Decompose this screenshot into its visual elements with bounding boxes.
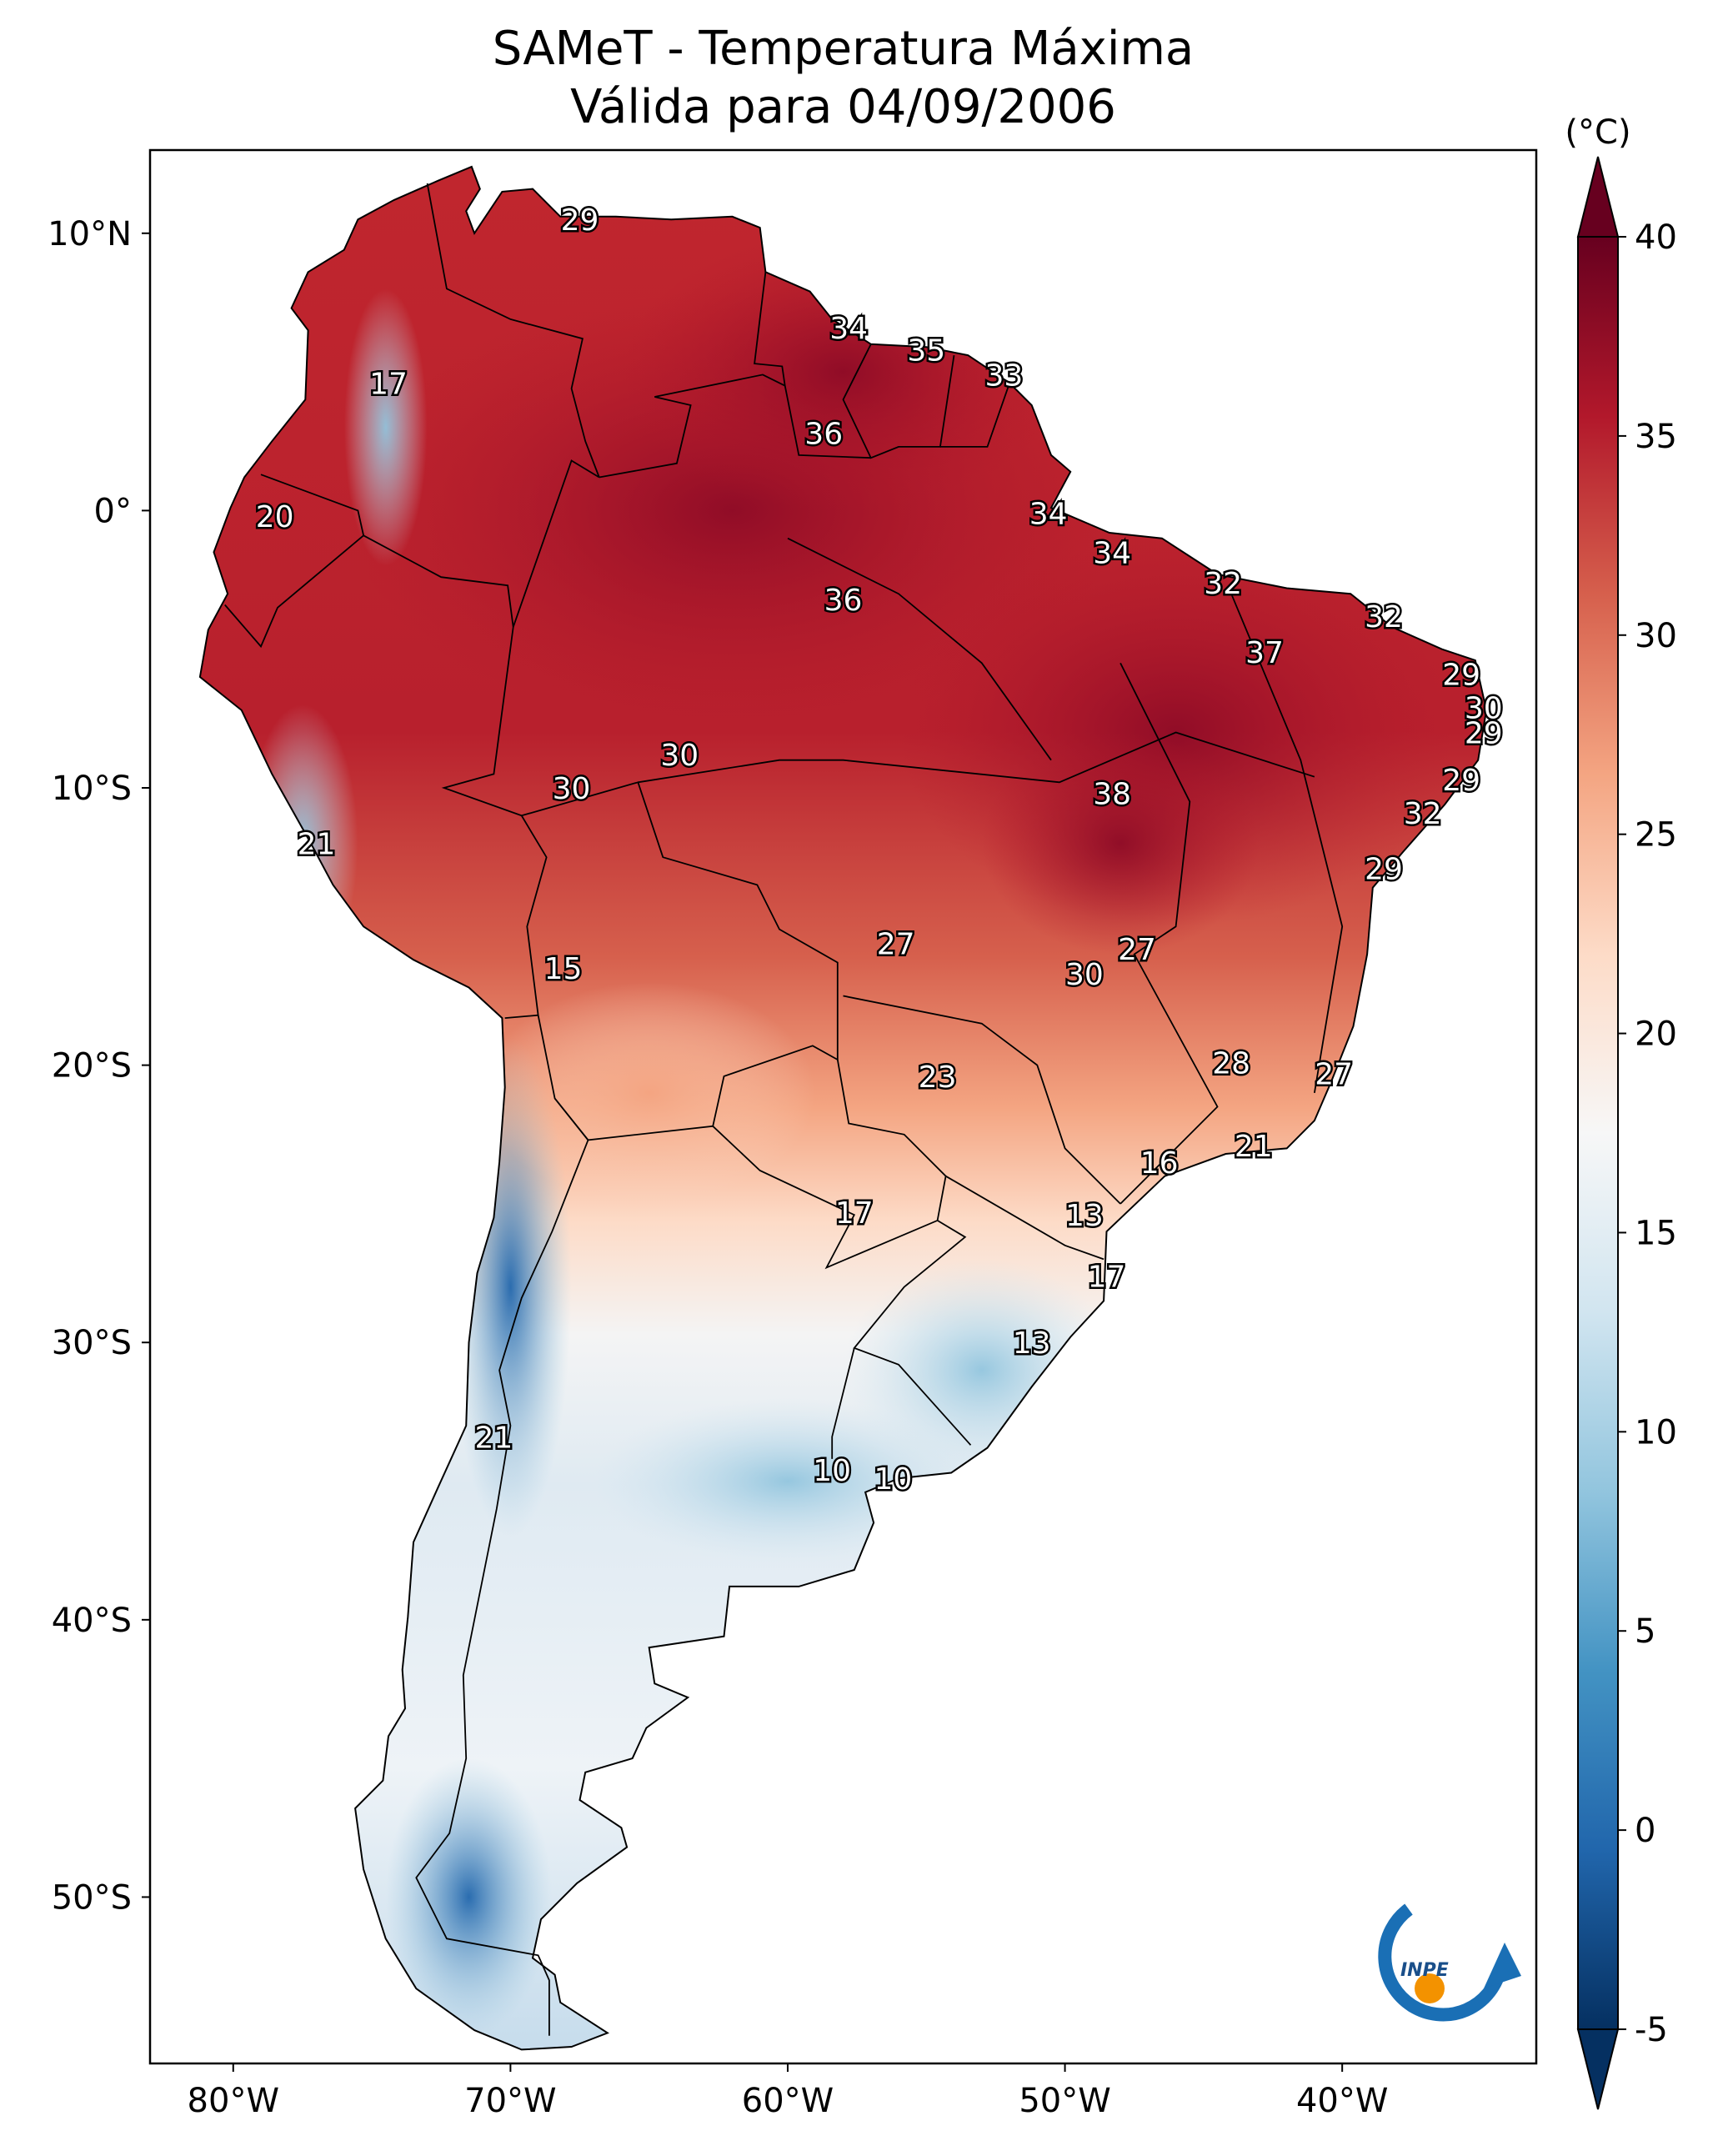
cool-region-pampas — [594, 1397, 982, 1565]
temperature-label: 20 — [256, 500, 294, 534]
colorbar-tick-label: 40 — [1635, 218, 1677, 257]
inpe-logo-icon: INPE — [1378, 1903, 1521, 2022]
colorbar-tick-label: 5 — [1635, 1612, 1655, 1651]
temperature-label: 30 — [1065, 958, 1104, 992]
border-line — [1230, 593, 1344, 1094]
colorbar-tick-label: 15 — [1635, 1214, 1677, 1252]
country-borders — [224, 183, 1344, 2036]
colorbar-tick-label: 25 — [1635, 816, 1677, 855]
hot-region-tocantins — [981, 732, 1260, 955]
cool-region-colombian-andes — [343, 288, 428, 566]
lon-tick-label: 60°W — [742, 2082, 834, 2120]
coastline — [198, 165, 1488, 2051]
colorbar-tick-label: 10 — [1635, 1413, 1677, 1452]
temperature-label: 16 — [1140, 1146, 1179, 1181]
border-line — [945, 1175, 1104, 1261]
border-line — [363, 534, 548, 1019]
colorbar-unit-label: (°C) — [1565, 113, 1630, 152]
temperature-label: 29 — [561, 203, 599, 238]
temperature-label: 38 — [1093, 778, 1131, 812]
temperature-label: 10 — [813, 1454, 851, 1488]
border-line — [843, 995, 1121, 1205]
lat-tick-label: 10°N — [48, 215, 132, 253]
lat-tick-label: 50°S — [52, 1878, 132, 1917]
lat-tick-label: 10°S — [52, 770, 132, 808]
border-line — [939, 383, 1010, 448]
lon-tick-label: 80°W — [188, 2082, 279, 2120]
map-frame — [148, 148, 1538, 2065]
temperature-label: 29 — [1442, 764, 1480, 798]
colorbar-tick-label: 30 — [1635, 617, 1677, 655]
temperature-label: 27 — [1315, 1058, 1353, 1092]
temperature-label: 34 — [1093, 536, 1131, 570]
colorbar-tick-label: 20 — [1635, 1015, 1677, 1054]
inpe-logo-text: INPE — [1400, 1960, 1449, 1981]
temperature-label: 29 — [1365, 852, 1403, 886]
border-line — [1119, 662, 1219, 1205]
temperature-label: 21 — [475, 1421, 513, 1455]
border-line — [842, 343, 955, 459]
temperature-label: 28 — [1212, 1046, 1250, 1081]
map-subtitle: Válida para 04/09/2006 — [570, 80, 1116, 134]
temperature-label: 36 — [804, 417, 843, 451]
warm-region-chaco — [483, 981, 816, 1204]
temperature-label: 21 — [298, 828, 336, 862]
temperature-label: 10 — [874, 1462, 912, 1497]
cold-region-patagonia — [385, 1758, 553, 2036]
border-line — [512, 459, 600, 628]
border-line — [638, 731, 1315, 784]
border-line — [787, 537, 1052, 761]
temperature-label: 13 — [1065, 1199, 1104, 1233]
lat-tick-label: 30°S — [52, 1324, 132, 1362]
colorbar-tick-label: 0 — [1635, 1812, 1655, 1850]
temperature-label: 30 — [660, 739, 699, 773]
colorbar-gradient — [1578, 237, 1618, 2029]
border-line — [754, 272, 871, 459]
border-line — [831, 1347, 855, 1459]
temperature-label: 29 — [1465, 716, 1503, 750]
temperature-label: 32 — [1404, 797, 1442, 831]
lon-tick-label: 50°W — [1019, 2082, 1110, 2120]
colorbar-min-extension — [1576, 2028, 1620, 2110]
temperature-label: 37 — [1245, 636, 1284, 670]
colorbar-tick-label: -5 — [1635, 2011, 1668, 2049]
colorbar-tick-label: 35 — [1635, 418, 1677, 456]
lon-tick-label: 40°W — [1296, 2082, 1388, 2120]
lat-tick-label: 40°S — [52, 1602, 132, 1640]
colorbar: 40 35 30 25 20 15 10 5 0 -5 — [1576, 156, 1677, 2110]
lat-tick-label: 20°S — [52, 1047, 132, 1086]
temperature-label: 23 — [919, 1060, 957, 1095]
temperature-label: 36 — [824, 584, 863, 618]
colorbar-max-extension — [1576, 156, 1620, 238]
temperature-label: 30 — [553, 772, 591, 806]
temperature-label: 33 — [985, 358, 1024, 393]
temperature-label: 30 — [1465, 692, 1503, 726]
temperature-label: 34 — [1029, 498, 1068, 532]
temperature-label: 29 — [1442, 659, 1480, 693]
map-title: SAMeT - Temperatura Máxima — [492, 22, 1195, 76]
colorbar-frame — [1577, 236, 1619, 2030]
temperature-label: 27 — [877, 927, 915, 961]
border-line — [853, 1220, 972, 1446]
temperature-label: 17 — [835, 1196, 874, 1231]
temperature-label: 32 — [1204, 567, 1242, 601]
border-line — [426, 183, 600, 478]
temperature-label: 17 — [369, 367, 408, 401]
lon-tick-label: 70°W — [464, 2082, 556, 2120]
border-line — [599, 374, 786, 479]
temperature-label: 21 — [1235, 1130, 1273, 1164]
temperature-label: 13 — [1013, 1326, 1051, 1361]
temperature-label: 34 — [829, 312, 868, 346]
temperature-label: 27 — [1118, 933, 1156, 967]
temperature-label: 15 — [544, 952, 583, 986]
lat-tick-label: 0° — [94, 492, 132, 530]
temperature-label: 17 — [1088, 1260, 1126, 1294]
temperature-label: 35 — [907, 333, 945, 368]
temperature-label: 32 — [1365, 600, 1403, 634]
border-line — [415, 1097, 589, 2036]
border-line — [224, 474, 365, 649]
